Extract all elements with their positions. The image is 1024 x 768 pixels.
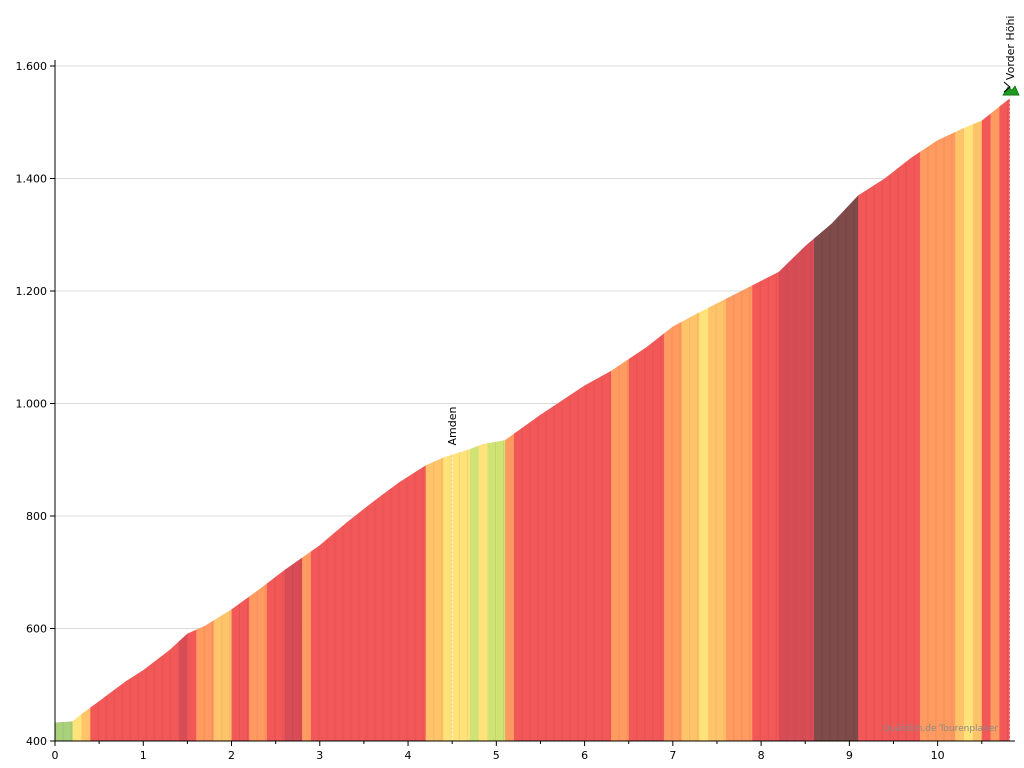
gradient-segment-13 bbox=[310, 98, 427, 741]
x-tick-label-8: 8 bbox=[758, 749, 765, 762]
gradient-segment-36 bbox=[981, 98, 991, 741]
y-tick-label-3: 1.000 bbox=[16, 398, 48, 411]
gradient-segment-28 bbox=[752, 98, 780, 741]
x-tick-label-2: 2 bbox=[228, 749, 235, 762]
gradient-segments bbox=[55, 98, 1010, 741]
gradient-segment-19 bbox=[505, 98, 515, 741]
x-tick-label-1: 1 bbox=[140, 749, 147, 762]
x-tick-label-9: 9 bbox=[846, 749, 853, 762]
gradient-segment-24 bbox=[681, 98, 700, 741]
y-tick-label-2: 800 bbox=[26, 510, 47, 523]
x-tick-label-3: 3 bbox=[316, 749, 323, 762]
gradient-segment-6 bbox=[196, 98, 215, 741]
gradient-segment-15 bbox=[443, 98, 471, 741]
gradient-segment-9 bbox=[249, 98, 268, 741]
x-tick-label-4: 4 bbox=[405, 749, 412, 762]
annotation-label-1: Vorder Höhi bbox=[1004, 16, 1017, 81]
y-tick-label-5: 1.400 bbox=[16, 173, 48, 186]
summit-marker-icon bbox=[1003, 81, 1011, 93]
gradient-segment-11 bbox=[284, 98, 303, 741]
annotation-label-0: Amden bbox=[446, 407, 459, 446]
gradient-segment-34 bbox=[964, 98, 974, 741]
gradient-segment-20 bbox=[513, 98, 612, 741]
gradient-segment-38 bbox=[999, 98, 1010, 741]
gradient-segment-25 bbox=[699, 98, 709, 741]
gradient-segment-3 bbox=[90, 98, 179, 741]
gradient-segment-0 bbox=[55, 98, 73, 741]
summit-icon bbox=[1002, 85, 1020, 96]
gradient-segment-10 bbox=[266, 98, 285, 741]
gradient-segment-37 bbox=[990, 98, 1000, 741]
gradient-segment-16 bbox=[469, 98, 479, 741]
gradient-segment-17 bbox=[478, 98, 488, 741]
annotations: Amden Vorder Höhi bbox=[446, 16, 1020, 741]
x-tick-label-10: 10 bbox=[931, 749, 945, 762]
gradient-segment-1 bbox=[72, 98, 82, 741]
y-tick-label-1: 600 bbox=[26, 623, 47, 636]
axes: 400 600 800 1.000 1.200 1.400 1.600 0 1 2 3 4 5 6 7 8 9 1… bbox=[16, 60, 1015, 762]
credit-text: Quäldich.de Tourenplaner bbox=[883, 724, 999, 734]
y-tick-label-6: 1.600 bbox=[16, 60, 48, 73]
gradient-segment-26 bbox=[708, 98, 727, 741]
gradient-segment-5 bbox=[187, 98, 197, 741]
gradient-segment-33 bbox=[955, 98, 965, 741]
gradient-segment-21 bbox=[611, 98, 630, 741]
gradient-segment-2 bbox=[81, 98, 91, 741]
x-tick-label-7: 7 bbox=[669, 749, 676, 762]
gradient-segment-12 bbox=[302, 98, 312, 741]
gradient-segment-23 bbox=[664, 98, 682, 741]
gradient-segment-29 bbox=[778, 98, 815, 741]
x-tick-label-6: 6 bbox=[581, 749, 588, 762]
x-tick-label-0: 0 bbox=[52, 749, 59, 762]
gradient-segment-7 bbox=[213, 98, 232, 741]
y-tick-label-0: 400 bbox=[26, 735, 47, 748]
y-tick-label-4: 1.200 bbox=[16, 285, 48, 298]
gradient-segment-30 bbox=[814, 98, 859, 741]
gradient-segment-4 bbox=[178, 98, 188, 741]
gradient-segment-22 bbox=[628, 98, 665, 741]
gradient-segment-14 bbox=[425, 98, 444, 741]
gradient-segment-35 bbox=[972, 98, 983, 741]
gradient-segment-8 bbox=[231, 98, 250, 741]
gradient-segment-18 bbox=[487, 98, 506, 741]
x-tick-label-5: 5 bbox=[493, 749, 500, 762]
gradient-segment-27 bbox=[725, 98, 753, 741]
gradient-segment-31 bbox=[858, 98, 921, 741]
gradient-segment-32 bbox=[919, 98, 956, 741]
